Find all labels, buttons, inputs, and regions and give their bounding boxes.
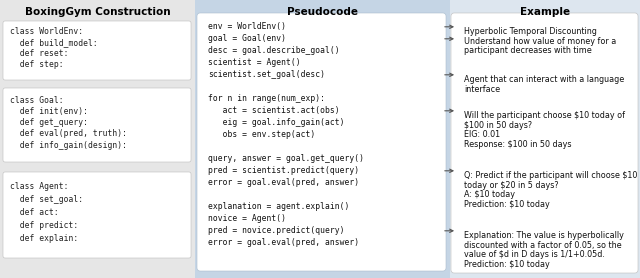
Text: pred = novice.predict(query): pred = novice.predict(query)	[208, 226, 344, 235]
Text: interface: interface	[464, 85, 500, 94]
Text: query, answer = goal.get_query(): query, answer = goal.get_query()	[208, 154, 364, 163]
Text: class Agent:: class Agent:	[10, 182, 68, 191]
Text: Prediction: $10 today: Prediction: $10 today	[464, 260, 550, 269]
Text: error = goal.eval(pred, answer): error = goal.eval(pred, answer)	[208, 238, 359, 247]
Text: for n in range(num_exp):: for n in range(num_exp):	[208, 94, 325, 103]
FancyBboxPatch shape	[3, 21, 191, 80]
FancyBboxPatch shape	[197, 13, 446, 271]
Text: def build_model:: def build_model:	[10, 38, 98, 47]
Bar	[195, 0, 450, 278]
Text: def info_gain(design):: def info_gain(design):	[10, 141, 127, 150]
Text: obs = env.step(act): obs = env.step(act)	[208, 130, 316, 139]
Text: Pseudocode: Pseudocode	[287, 7, 358, 17]
Text: def act:: def act:	[10, 208, 59, 217]
FancyBboxPatch shape	[3, 88, 191, 162]
Text: today or $20 in 5 days?: today or $20 in 5 days?	[464, 181, 559, 190]
Text: Q: Predict if the participant will choose $10: Q: Predict if the participant will choos…	[464, 171, 637, 180]
Text: novice = Agent(): novice = Agent()	[208, 214, 286, 223]
Bar	[0, 0, 195, 278]
Text: Example: Example	[520, 7, 570, 17]
Text: env = WorldEnv(): env = WorldEnv()	[208, 22, 286, 31]
Text: def predict:: def predict:	[10, 221, 78, 230]
Text: def init(env):: def init(env):	[10, 107, 88, 116]
Text: def eval(pred, truth):: def eval(pred, truth):	[10, 130, 127, 138]
FancyBboxPatch shape	[451, 13, 638, 273]
Text: scientist = Agent(): scientist = Agent()	[208, 58, 301, 67]
Text: scientist.set_goal(desc): scientist.set_goal(desc)	[208, 70, 325, 79]
Text: value of $d in D days is 1/1+0.05d.: value of $d in D days is 1/1+0.05d.	[464, 250, 605, 259]
Text: $100 in 50 days?: $100 in 50 days?	[464, 121, 532, 130]
Text: desc = goal.describe_goal(): desc = goal.describe_goal()	[208, 46, 340, 55]
Text: def reset:: def reset:	[10, 49, 68, 58]
Text: Hyperbolic Temporal Discounting: Hyperbolic Temporal Discounting	[464, 27, 597, 36]
Text: act = scientist.act(obs): act = scientist.act(obs)	[208, 106, 340, 115]
Text: EIG: 0.01: EIG: 0.01	[464, 130, 500, 139]
Text: Understand how value of money for a: Understand how value of money for a	[464, 37, 616, 46]
Text: def step:: def step:	[10, 60, 63, 69]
Text: Agent that can interact with a language: Agent that can interact with a language	[464, 75, 624, 84]
Text: Will the participant choose $10 today of: Will the participant choose $10 today of	[464, 111, 625, 120]
Text: participant decreases with time: participant decreases with time	[464, 46, 592, 55]
Bar	[450, 0, 640, 278]
Text: discounted with a factor of 0.05, so the: discounted with a factor of 0.05, so the	[464, 240, 621, 250]
Text: explanation = agent.explain(): explanation = agent.explain()	[208, 202, 349, 211]
Text: Explanation: The value is hyperbolically: Explanation: The value is hyperbolically	[464, 231, 624, 240]
Text: eig = goal.info_gain(act): eig = goal.info_gain(act)	[208, 118, 344, 127]
Text: def set_goal:: def set_goal:	[10, 195, 83, 204]
Text: error = goal.eval(pred, answer): error = goal.eval(pred, answer)	[208, 178, 359, 187]
Text: Response: $100 in 50 days: Response: $100 in 50 days	[464, 140, 572, 149]
Text: def explain:: def explain:	[10, 234, 78, 243]
Text: class Goal:: class Goal:	[10, 96, 63, 105]
Text: A: $10 today: A: $10 today	[464, 190, 515, 199]
FancyBboxPatch shape	[3, 172, 191, 258]
Text: class WorldEnv:: class WorldEnv:	[10, 27, 83, 36]
Text: Prediction: $10 today: Prediction: $10 today	[464, 200, 550, 209]
Text: def get_query:: def get_query:	[10, 118, 88, 127]
Text: goal = Goal(env): goal = Goal(env)	[208, 34, 286, 43]
Text: pred = scientist.predict(query): pred = scientist.predict(query)	[208, 166, 359, 175]
Text: BoxingGym Construction: BoxingGym Construction	[25, 7, 170, 17]
